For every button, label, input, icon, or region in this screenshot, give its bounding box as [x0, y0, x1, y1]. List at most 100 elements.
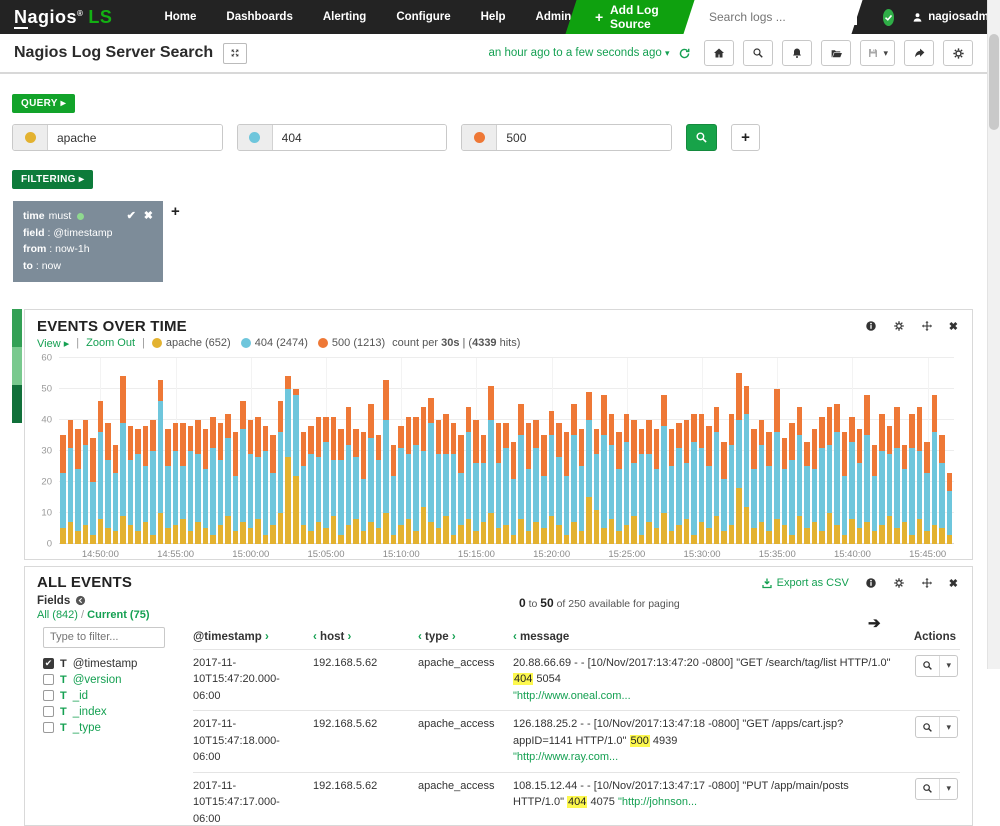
move-column-left-icon[interactable]: ‹: [513, 631, 517, 643]
field-label[interactable]: _id: [73, 690, 88, 702]
chart-bar[interactable]: [322, 358, 330, 544]
filter-apply-icon[interactable]: ✔: [127, 208, 136, 225]
fields-current-link[interactable]: Current (75): [87, 609, 149, 621]
chart-bar[interactable]: [841, 358, 849, 544]
save-dashboard-button[interactable]: ▾: [860, 40, 895, 66]
zoom-out-button[interactable]: Zoom Out: [86, 337, 135, 349]
chart-bar[interactable]: [97, 358, 105, 544]
search-dashboard-button[interactable]: [743, 40, 773, 66]
chart-bar[interactable]: [931, 358, 939, 544]
event-row[interactable]: 2017-11-10T15:47:20.000-06:00192.168.5.6…: [193, 649, 960, 711]
chart-bar[interactable]: [300, 358, 308, 544]
chart-bar[interactable]: [382, 358, 390, 544]
field-checkbox[interactable]: [43, 690, 54, 701]
chart-bar[interactable]: [74, 358, 82, 544]
chart-bar[interactable]: [638, 358, 646, 544]
chart-bar[interactable]: [164, 358, 172, 544]
chart-bar[interactable]: [119, 358, 127, 544]
query-color-picker[interactable]: [462, 125, 497, 150]
chevron-down-icon[interactable]: ▾: [939, 779, 957, 799]
chart-bar[interactable]: [848, 358, 856, 544]
field-checkbox[interactable]: [43, 722, 54, 733]
chart-bar[interactable]: [878, 358, 886, 544]
query-color-picker[interactable]: [13, 125, 48, 150]
chart-bar[interactable]: [871, 358, 879, 544]
chart-bar[interactable]: [450, 358, 458, 544]
nav-item-configure[interactable]: Configure: [396, 11, 450, 23]
chart-bar[interactable]: [472, 358, 480, 544]
chart-bar[interactable]: [540, 358, 548, 544]
close-panel-icon[interactable]: ✖: [949, 320, 958, 333]
add-filter-button[interactable]: +: [171, 203, 180, 220]
chart-bar[interactable]: [690, 358, 698, 544]
chart-bar[interactable]: [517, 358, 525, 544]
column-header-host[interactable]: ‹ host ›: [313, 631, 418, 643]
chart-bar[interactable]: [89, 358, 97, 544]
chart-bar[interactable]: [946, 358, 954, 544]
chart-bar[interactable]: [750, 358, 758, 544]
move-column-right-icon[interactable]: ›: [348, 631, 352, 643]
page-scrollbar[interactable]: [987, 0, 1000, 669]
nagios-logo[interactable]: Nagios®LS: [14, 7, 112, 28]
column-header-message[interactable]: ‹ message: [513, 631, 896, 643]
chart-bar[interactable]: [457, 358, 465, 544]
panel-drag-strip[interactable]: [12, 309, 22, 423]
chart-bar[interactable]: [803, 358, 811, 544]
chart-bar[interactable]: [811, 358, 819, 544]
chart-bar[interactable]: [465, 358, 473, 544]
chevron-down-icon[interactable]: ▾: [939, 656, 957, 676]
chart-bar[interactable]: [405, 358, 413, 544]
scrollbar-thumb[interactable]: [989, 34, 999, 130]
chart-bar[interactable]: [653, 358, 661, 544]
move-column-left-icon[interactable]: ‹: [418, 631, 422, 643]
chart-bar[interactable]: [390, 358, 398, 544]
chart-bar[interactable]: [668, 358, 676, 544]
chart-bar[interactable]: [307, 358, 315, 544]
close-panel-icon[interactable]: ✖: [949, 577, 958, 590]
chart-bar[interactable]: [345, 358, 353, 544]
chart-bar[interactable]: [284, 358, 292, 544]
chart-bar[interactable]: [630, 358, 638, 544]
chart-bar[interactable]: [818, 358, 826, 544]
chart-bar[interactable]: [127, 358, 135, 544]
chart-bar[interactable]: [315, 358, 323, 544]
nav-item-home[interactable]: Home: [164, 11, 196, 23]
message-link[interactable]: "http://www.oneal.com...: [513, 690, 631, 702]
time-range-dropdown[interactable]: an hour ago to a few seconds ago ▾: [488, 47, 669, 59]
chart-bar[interactable]: [427, 358, 435, 544]
search-logs-input[interactable]: [707, 9, 857, 25]
query-section-toggle[interactable]: QUERY ▸: [12, 94, 75, 113]
status-check-badge[interactable]: [883, 9, 895, 26]
row-actions-button[interactable]: ▾: [915, 778, 958, 800]
chart-bar[interactable]: [352, 358, 360, 544]
row-actions-button[interactable]: ▾: [915, 655, 958, 677]
chart-bar[interactable]: [893, 358, 901, 544]
chart-bar[interactable]: [645, 358, 653, 544]
chart-bar[interactable]: [593, 358, 601, 544]
chart-bar[interactable]: [277, 358, 285, 544]
message-link[interactable]: "http://johnson...: [618, 796, 697, 808]
next-page-arrow[interactable]: ➔: [868, 614, 881, 632]
chart-bar[interactable]: [796, 358, 804, 544]
chart-bar[interactable]: [292, 358, 300, 544]
chart-bar[interactable]: [728, 358, 736, 544]
field-label[interactable]: @version: [73, 674, 122, 686]
chart-bar[interactable]: [67, 358, 75, 544]
chart-bar[interactable]: [570, 358, 578, 544]
fields-collapse-icon[interactable]: [75, 595, 86, 606]
chart-bar[interactable]: [863, 358, 871, 544]
chart-bar[interactable]: [923, 358, 931, 544]
chart-bar[interactable]: [660, 358, 668, 544]
query-text-input-2[interactable]: [273, 125, 447, 150]
filtering-section-toggle[interactable]: FILTERING ▸: [12, 170, 93, 189]
message-link[interactable]: "http://www.ray.com...: [513, 751, 618, 763]
chart-bar[interactable]: [765, 358, 773, 544]
chart-bar[interactable]: [82, 358, 90, 544]
home-button[interactable]: [704, 40, 734, 66]
chart-bar[interactable]: [157, 358, 165, 544]
chart-bar[interactable]: [360, 358, 368, 544]
chart-bar[interactable]: [578, 358, 586, 544]
chart-bar[interactable]: [217, 358, 225, 544]
chart-bar[interactable]: [112, 358, 120, 544]
chart-bar[interactable]: [59, 358, 67, 544]
